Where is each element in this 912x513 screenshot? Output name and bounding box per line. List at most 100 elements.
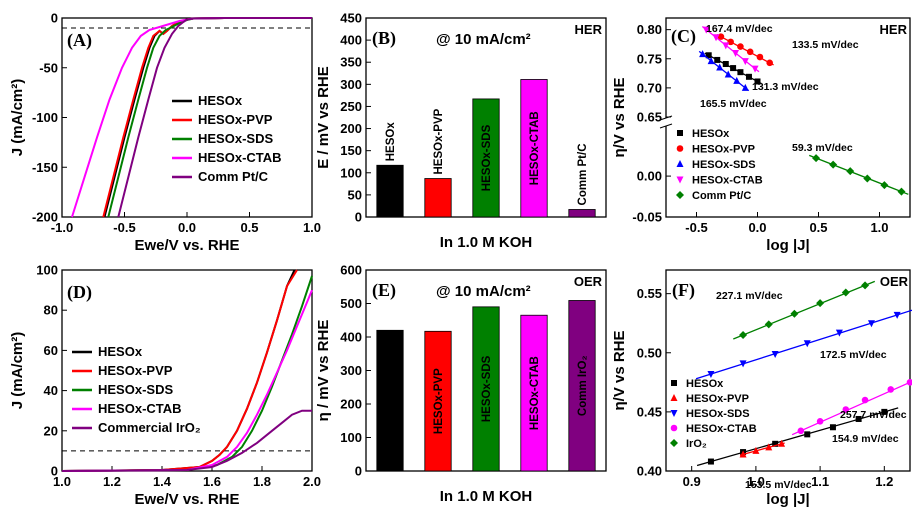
y-tick-label: 450: [340, 11, 362, 26]
data-point: [855, 415, 862, 422]
data-point: [730, 65, 737, 72]
data-point: [752, 446, 760, 454]
y-tick-label: 0: [51, 11, 58, 26]
y-tick-label: 0: [355, 464, 362, 479]
y-tick-label: 0.65: [637, 110, 662, 125]
y-tick-label: 0.55: [637, 286, 662, 301]
data-point: [756, 53, 764, 61]
data-point: [751, 65, 759, 73]
y-tick-label: 60: [44, 343, 58, 358]
legend-entry: HESOx-PVP: [198, 112, 273, 127]
reaction-tag: HER: [575, 22, 603, 37]
reaction-tag: HER: [880, 22, 908, 37]
fit-line: [701, 26, 760, 73]
data-point: [906, 379, 912, 386]
fit-line: [696, 407, 899, 467]
x-tick-label: 1.2: [875, 474, 893, 489]
panel-C: -0.5 0.0 0.5 1.0 -0.05 0.00 0.65 0.70 0.75 0.80 13…: [611, 17, 911, 254]
data-point: [881, 408, 888, 415]
fit-line: [716, 33, 774, 66]
y-tick-label: 0.40: [637, 464, 662, 479]
data-point: [754, 78, 761, 85]
y-axis-label: η / mV vs RHE: [315, 320, 332, 422]
legend-entry: HESOx-SDS: [692, 159, 756, 171]
legend-marker: [671, 380, 677, 386]
slope-annotation: 227.1 mV/dec: [716, 290, 783, 302]
legend-entry: HESOx: [686, 378, 724, 390]
panel-A: -1.0 -0.5 0.0 0.5 1.0 -200 -150 -100 -50 0 HESOx HE…: [9, 11, 321, 255]
x-axis-label: log |J|: [766, 237, 809, 254]
bar-category-label: Comm IrO₂: [577, 355, 589, 416]
slope-annotation: 59.3 mV/dec: [792, 142, 853, 154]
x-axis-label: Ewe/V vs. RHE: [134, 237, 239, 254]
panel-label: (F): [672, 280, 695, 301]
x-tick-label: 1.2: [103, 474, 121, 489]
data-point: [812, 154, 821, 163]
legend-marker: [670, 439, 678, 447]
data-point: [741, 83, 749, 91]
y-axis-label: E / mV vs RHE: [315, 66, 332, 169]
y-tick-label: -100: [32, 110, 58, 125]
y-tick-label: 200: [340, 121, 362, 136]
legend-entry: HESOx: [198, 93, 243, 108]
y-tick-label: 600: [340, 263, 362, 278]
data-point: [771, 350, 779, 358]
data-point: [804, 431, 811, 438]
legend-marker: [670, 424, 678, 432]
y-tick-label: 0.50: [637, 345, 662, 360]
y-tick-label: 0.00: [637, 169, 662, 184]
legend-marker: [670, 394, 678, 401]
bar-category-label: HESOx-CTAB: [529, 356, 541, 430]
data-point: [816, 418, 824, 425]
series-line-4: [61, 289, 313, 472]
legend-entry: Commercial IrO₂: [98, 420, 201, 435]
y-tick-label: -150: [32, 160, 58, 175]
x-tick-label: 1.0: [870, 220, 888, 235]
bar-category-label: HESOx-SDS: [481, 124, 493, 191]
data-point: [764, 320, 773, 329]
data-point: [702, 26, 710, 34]
legend-entry: IrO₂: [686, 438, 707, 450]
bar-category-label: HESOx-PVP: [433, 108, 445, 174]
data-point: [722, 61, 729, 68]
legend-marker: [676, 176, 684, 184]
legend-entry: HESOx: [692, 128, 730, 140]
legend-entry: HESOx-PVP: [686, 393, 749, 405]
y-tick-label: 20: [44, 423, 58, 438]
panel-label: (E): [372, 280, 396, 301]
fit-line: [695, 309, 912, 380]
bar-category-label: HESOx: [385, 381, 397, 421]
data-point: [741, 58, 749, 66]
legend-marker: [676, 191, 684, 199]
data-point: [705, 52, 712, 59]
y-tick-label: -200: [32, 210, 58, 225]
fit-line: [791, 380, 912, 436]
bar-category-label: Comm Pt/C: [577, 143, 589, 205]
bar-category-label: HESOx: [385, 122, 397, 162]
slope-annotation: 165.5 mV/dec: [700, 98, 767, 110]
y-tick-label: 400: [340, 330, 362, 345]
data-point: [803, 340, 811, 348]
data-point: [717, 33, 725, 40]
y-tick-label: 50: [348, 187, 362, 202]
legend-marker: [677, 130, 683, 136]
slope-annotation: 131.3 mV/dec: [752, 81, 819, 93]
data-point: [797, 427, 805, 435]
y-tick-label: 40: [44, 383, 58, 398]
data-point: [897, 187, 906, 196]
data-point: [846, 167, 855, 176]
panel-label: (C): [671, 26, 696, 47]
x-tick-label: 1.6: [203, 474, 221, 489]
x-tick-label: 1.0: [53, 474, 71, 489]
y-tick-label: 300: [340, 77, 362, 92]
y-tick-label: 500: [340, 296, 362, 311]
data-point: [746, 48, 754, 56]
y-tick-label: -50: [39, 60, 58, 75]
reaction-tag: OER: [574, 274, 603, 289]
data-point: [829, 424, 836, 431]
legend-marker: [676, 160, 684, 167]
legend-entry: Comm Pt/C: [198, 169, 269, 184]
data-point: [707, 57, 715, 65]
panel-D: 1.0 1.2 1.4 1.6 1.8 2.0 0 20 40 60 80 100 HESOx HESOx…: [9, 263, 321, 509]
